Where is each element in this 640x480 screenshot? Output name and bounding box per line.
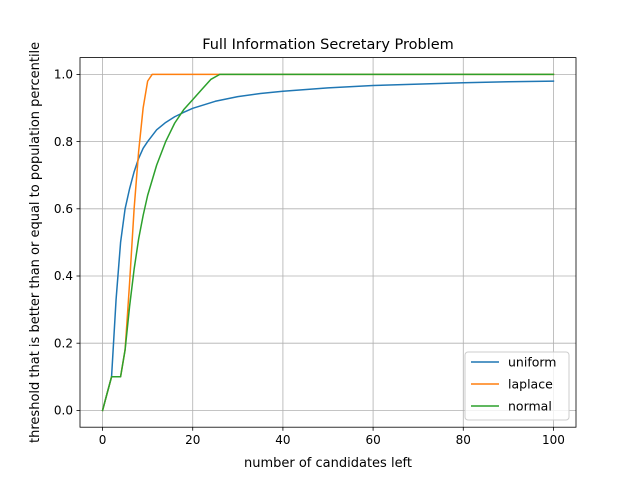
y-tick-label: 0.0 bbox=[54, 404, 73, 418]
series-lines bbox=[101, 73, 555, 412]
y-tick-label: 0.4 bbox=[54, 269, 73, 283]
plot-frame bbox=[79, 57, 577, 428]
x-tick-label: 0 bbox=[99, 433, 107, 447]
legend-label-uniform: uniform bbox=[508, 355, 556, 370]
legend: uniform laplace normal bbox=[464, 351, 570, 421]
x-tick-label: 60 bbox=[365, 433, 380, 447]
x-axis-title: number of candidates left bbox=[244, 456, 412, 471]
legend-label-normal: normal bbox=[508, 399, 552, 414]
x-tick-label: 40 bbox=[275, 433, 290, 447]
x-tick-label: 80 bbox=[456, 433, 471, 447]
x-tick-label: 20 bbox=[185, 433, 200, 447]
series-line-uniform bbox=[101, 80, 555, 412]
legend-box bbox=[464, 351, 570, 421]
x-tick-label: 100 bbox=[542, 433, 565, 447]
chart-title: Full Information Secretary Problem bbox=[202, 37, 454, 53]
y-tick-label: 1.0 bbox=[54, 68, 73, 82]
y-tick-label: 0.8 bbox=[54, 135, 73, 149]
y-tick-label: 0.6 bbox=[54, 202, 73, 216]
y-axis-title: threshold that is better than or equal t… bbox=[28, 42, 43, 443]
series-line-normal bbox=[101, 73, 555, 412]
axis-ticks: 0 20 40 60 80 100 0.0 0.2 0.4 0.6 0.8 1.0 bbox=[54, 68, 565, 448]
y-tick-label: 0.2 bbox=[54, 336, 73, 350]
legend-label-laplace: laplace bbox=[508, 377, 553, 392]
